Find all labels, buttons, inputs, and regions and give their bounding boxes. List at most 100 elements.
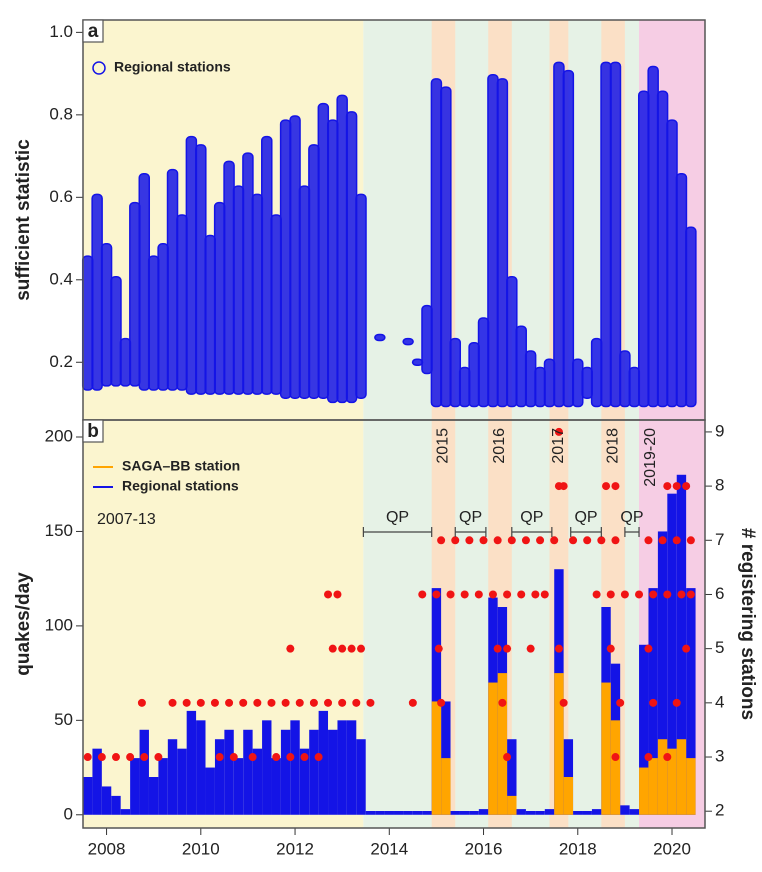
statistic-range: [590, 337, 603, 408]
daily-count-bar: [337, 720, 347, 815]
y-tick-label: 0.6: [49, 187, 73, 206]
station-count-dot: [644, 644, 653, 653]
station-count-dot: [554, 427, 563, 436]
daily-count-bar: [111, 795, 121, 815]
period-bracket-label: QP: [520, 509, 543, 526]
station-count-dot: [682, 482, 691, 491]
station-count-dot: [182, 698, 191, 707]
statistic-range: [110, 276, 122, 387]
daily-count-bar: [375, 811, 385, 815]
marks: [81, 61, 697, 815]
statistic-range: [515, 325, 527, 408]
daily-count-bar: [394, 811, 404, 815]
station-count-dot: [611, 536, 620, 545]
statistic-range: [496, 78, 509, 408]
station-count-dot: [347, 644, 356, 653]
period-label: 2017: [550, 428, 567, 464]
station-count-dot: [352, 698, 361, 707]
statistic-range: [157, 243, 169, 391]
station-count-dot: [672, 698, 681, 707]
daily-count-bar: [384, 811, 394, 815]
station-count-dot: [649, 590, 658, 599]
period-label: 2007-13: [97, 511, 156, 528]
station-count-dot: [314, 753, 323, 762]
station-count-dot: [663, 590, 672, 599]
station-count-dot: [559, 698, 568, 707]
legend-label: Regional stations: [122, 478, 239, 494]
daily-count-bar: [507, 739, 517, 815]
daily-count-bar: [686, 588, 696, 815]
statistic-range: [242, 152, 254, 395]
station-count-dot: [620, 590, 629, 599]
station-count-dot: [503, 753, 512, 762]
y-tick-label: 1.0: [49, 22, 73, 41]
station-count-dot: [300, 753, 309, 762]
overlays: 0.2 0.4 0.6 0.8 1.0 sufficient statistic Regio…: [13, 19, 758, 858]
daily-count-bar: [620, 805, 630, 815]
daily-count-bar: [516, 809, 526, 815]
statistic-range: [336, 94, 348, 404]
daily-count-bar: [318, 710, 329, 815]
y-tick-label: 0.4: [49, 269, 73, 288]
y2-tick-label: 7: [715, 530, 724, 549]
daily-count-bar: [158, 758, 168, 815]
statistic-range: [355, 193, 367, 400]
station-count-dot: [286, 644, 295, 653]
period-bracket: [454, 527, 487, 537]
station-count-dot: [248, 753, 257, 762]
period-bracket-label: QP: [459, 509, 482, 526]
station-count-dot: [338, 698, 347, 707]
y-tick-label: 0: [64, 804, 73, 823]
statistic-range: [411, 358, 424, 367]
station-count-dot: [611, 753, 620, 762]
statistic-range: [185, 135, 198, 395]
station-count-dot: [479, 536, 488, 545]
statistic-range: [487, 73, 499, 408]
statistic-range: [326, 119, 339, 404]
station-count-dot: [408, 698, 417, 707]
station-count-dot: [672, 536, 681, 545]
statistic-range: [289, 115, 301, 400]
daily-count-bar: [478, 809, 489, 815]
daily-count-bar: [582, 811, 592, 815]
statistic-range: [251, 193, 264, 395]
station-count-dot: [137, 698, 146, 707]
station-count-dot: [338, 644, 347, 653]
statistic-range: [374, 333, 386, 342]
station-count-dot: [503, 590, 512, 599]
station-count-dot: [507, 536, 516, 545]
daily-count-bar: [328, 729, 338, 815]
statistic-range: [204, 234, 216, 395]
statistic-range: [81, 255, 94, 391]
station-count-dot: [672, 482, 681, 491]
y-axis-title: sufficient statistic: [13, 139, 34, 301]
station-count-dot: [554, 644, 563, 653]
daily-count-bar: [271, 758, 281, 815]
y-tick-label: 0.2: [49, 352, 73, 371]
daily-count-bar: [243, 729, 253, 815]
station-count-dot: [357, 644, 366, 653]
daily-count-bar: [657, 531, 668, 815]
statistic-range: [637, 90, 650, 408]
station-count-dot: [550, 536, 559, 545]
station-count-dot: [225, 698, 234, 707]
statistic-range: [270, 214, 282, 395]
daily-count-bar: [667, 493, 677, 815]
station-count-dot: [602, 482, 611, 491]
x-tick-label: 2018: [559, 839, 597, 858]
statistic-range: [562, 69, 575, 408]
station-count-dot: [526, 644, 535, 653]
station-count-dot: [569, 536, 578, 545]
statistic-range: [572, 358, 584, 408]
daily-count-bar: [629, 809, 640, 815]
daily-count-bar: [497, 673, 508, 815]
station-count-dot: [488, 590, 497, 599]
daily-count-bar: [92, 748, 102, 815]
station-count-dot: [559, 482, 568, 491]
station-count-dot: [83, 753, 92, 762]
y2-axis-title: # registering stations: [737, 528, 758, 720]
period-bracket: [362, 527, 433, 537]
station-count-dot: [663, 482, 672, 491]
period-bracket: [570, 527, 602, 537]
